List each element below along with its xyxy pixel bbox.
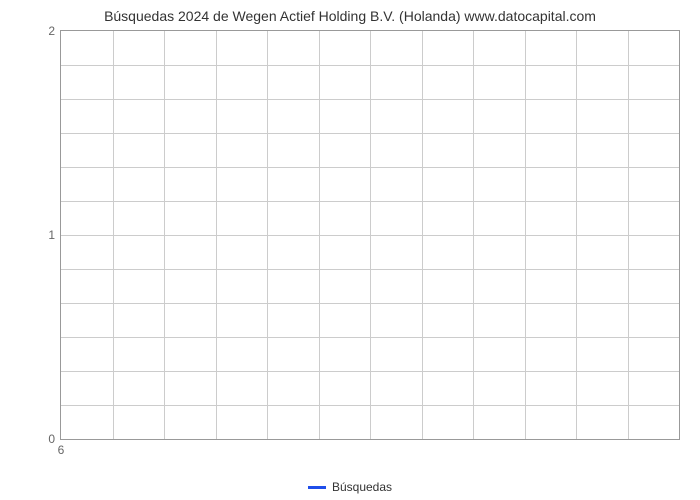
legend-swatch xyxy=(308,486,326,489)
grid-line-horizontal xyxy=(61,133,679,134)
x-tick-label: 6 xyxy=(58,443,65,457)
grid-line-horizontal xyxy=(61,405,679,406)
grid-line-horizontal xyxy=(61,371,679,372)
grid-line-horizontal xyxy=(61,269,679,270)
legend: Búsquedas xyxy=(0,479,700,494)
y-tick-label: 0 xyxy=(48,432,55,446)
grid-line-horizontal xyxy=(61,201,679,202)
plot-area: 0126 xyxy=(60,30,680,440)
chart-container: Búsquedas 2024 de Wegen Actief Holding B… xyxy=(0,0,700,500)
grid-line-horizontal xyxy=(61,167,679,168)
legend-label: Búsquedas xyxy=(332,480,392,494)
grid-line-horizontal xyxy=(61,303,679,304)
grid-line-horizontal xyxy=(61,99,679,100)
grid-line-horizontal xyxy=(61,235,679,236)
grid-line-horizontal xyxy=(61,65,679,66)
y-tick-label: 1 xyxy=(48,228,55,242)
grid-line-horizontal xyxy=(61,337,679,338)
chart-title: Búsquedas 2024 de Wegen Actief Holding B… xyxy=(0,8,700,24)
y-tick-label: 2 xyxy=(48,24,55,38)
